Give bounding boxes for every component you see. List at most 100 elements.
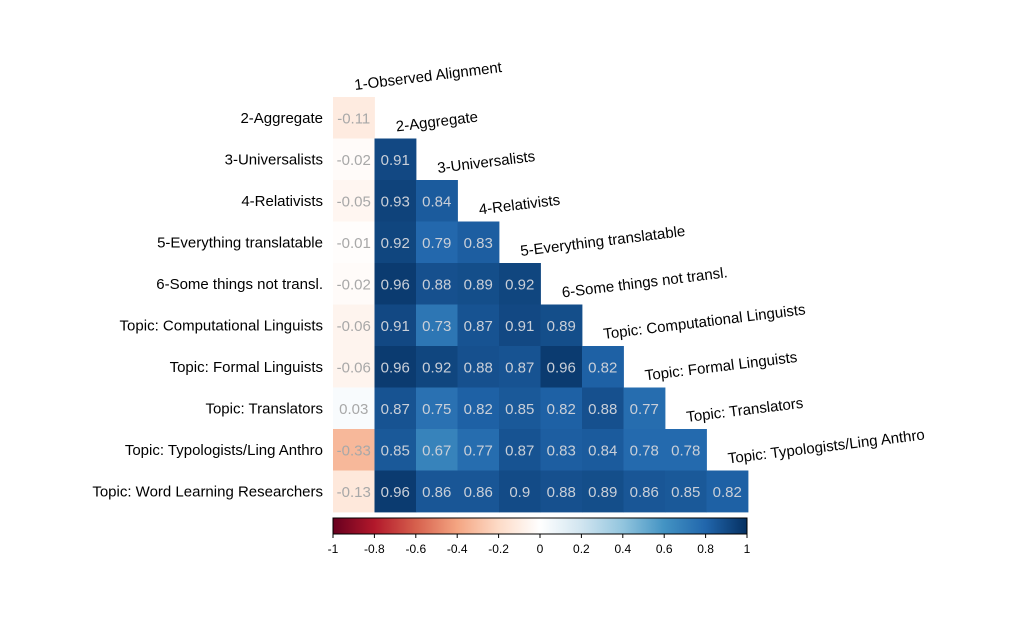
cell-value-label: 0.9 [509,484,530,501]
heatmap-cell [333,263,375,305]
color-legend-tick-label: -0.8 [364,542,385,556]
heatmap-cell [582,470,624,513]
heatmap-cell [457,221,500,264]
cell-value-label: -0.11 [337,110,370,127]
cell-value-label: -0.01 [337,235,371,252]
cell-value-label: -0.02 [337,152,371,169]
cell-value-label: 0.96 [381,276,410,293]
color-legend-ticks: -1 -0.8 -0.6 -0.4 -0.2 0 0.2 0.4 0.6 0.8 1 [328,534,751,556]
row-label: Topic: Translators [205,400,323,417]
cell-value-label: 0.86 [464,484,493,501]
heatmap-cell [416,346,458,388]
cell-value-label: 0.86 [630,484,659,501]
heatmap-cell [416,180,458,222]
heatmap-cell [582,387,624,430]
cell-value-label: 0.91 [505,318,534,335]
cell-value-label: -0.33 [337,442,371,459]
color-legend-tick-label: 0.6 [656,542,673,556]
color-legend-tick-label: -0.6 [405,542,426,556]
cell-value-label: 0.78 [671,442,700,459]
cell-value-label: 0.82 [464,401,493,418]
row-label: 4-Relativists [241,193,323,210]
heatmap-cell [374,221,417,264]
heatmap-cell [499,346,541,388]
heatmap-cell [457,429,500,471]
color-legend-tick-label: 0 [537,542,544,556]
cell-value-label: 0.82 [588,359,617,376]
cell-value-label: 0.86 [422,484,451,501]
heatmap-cell [416,470,458,513]
cell-value-label: 0.91 [381,318,410,335]
heatmap-cell [665,429,707,471]
column-label: Topic: Computational Linguists [602,301,806,343]
heatmap-cell [499,429,541,471]
cell-value-label: -0.02 [337,276,371,293]
column-label: Topic: Formal Linguists [644,349,798,385]
row-label: Topic: Typologists/Ling Anthro [125,442,323,459]
heatmap-cell [374,263,417,305]
heatmap-cell [540,304,583,347]
heatmap-cell [540,346,583,388]
heatmap-cell [582,346,624,388]
column-label: 1-Observed Alignment [353,59,503,94]
cell-value-label: 0.92 [422,359,451,376]
cell-value-label: 0.85 [505,401,534,418]
row-label: Topic: Computational Linguists [120,317,323,334]
cell-value-label: 0.82 [713,484,742,501]
color-legend-bar [332,517,748,535]
cell-value-label: 0.83 [547,442,576,459]
heatmap-cell [665,470,707,513]
heatmap-cell [582,429,624,471]
heatmap-cell [333,138,375,181]
cell-value-label: 0.96 [381,359,410,376]
heatmap-cell [457,304,500,347]
color-legend-tick-label: 0.4 [614,542,631,556]
heatmap-cell [540,429,583,471]
cell-value-label: -0.06 [337,318,371,335]
cell-value-label: -0.05 [337,193,371,210]
heatmap-cell [499,263,541,305]
row-label: 6-Some things not transl. [156,276,323,293]
cell-value-label: 0.78 [630,442,659,459]
cell-value-label: -0.13 [337,484,371,501]
heatmap-cell [374,387,417,430]
heatmap-cell [540,387,583,430]
cell-value-label: 0.75 [422,401,451,418]
heatmap-cell [457,346,500,388]
column-label: 5-Everything translatable [519,223,686,260]
cell-value-label: 0.89 [547,318,576,335]
row-label: 5-Everything translatable [157,234,323,251]
cell-value-label: 0.92 [505,276,534,293]
cell-value-label: 0.84 [422,193,451,210]
row-label: Topic: Word Learning Researchers [92,483,323,500]
heatmap-cell [333,429,375,471]
heatmap-cell [374,138,417,181]
cell-value-label: 0.87 [505,359,534,376]
cell-value-label: 0.85 [381,442,410,459]
cell-value-label: 0.85 [671,484,700,501]
cell-value-label: 0.89 [588,484,617,501]
cell-value-label: 0.84 [588,442,617,459]
color-legend-tick-label: 0.8 [697,542,714,556]
heatmap-cell [706,470,749,513]
cell-value-label: 0.82 [547,401,576,418]
cell-value-label: -0.06 [337,359,371,376]
heatmap-cell [457,387,500,430]
color-legend-tick-label: 0.2 [573,542,590,556]
heatmap-cell [623,470,666,513]
heatmap-cell [374,429,417,471]
color-legend-tick-label: -0.4 [447,542,468,556]
cell-value-label: 0.87 [464,318,493,335]
color-legend: -1 -0.8 -0.6 -0.4 -0.2 0 0.2 0.4 0.6 0.8 1 [328,517,751,556]
row-label: 2-Aggregate [240,110,323,127]
color-legend-tick-label: -1 [328,542,339,556]
cell-value-label: 0.87 [505,442,534,459]
cell-value-label: 0.88 [422,276,451,293]
heatmap-cell [333,97,375,139]
column-label: Topic: Typologists/Ling Anthro [727,426,926,467]
heatmap-cell [416,263,458,305]
cell-value-label: 0.92 [381,235,410,252]
heatmap-cell [540,470,583,513]
cell-value-label: 0.03 [339,401,368,418]
